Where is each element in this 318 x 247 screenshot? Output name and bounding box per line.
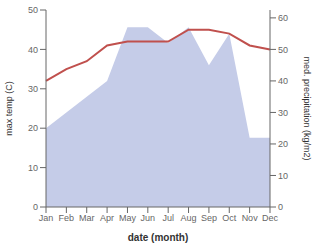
svg-text:Dec: Dec (262, 213, 279, 223)
svg-text:Sep: Sep (201, 213, 217, 223)
svg-text:40: 40 (28, 45, 38, 55)
svg-text:20: 20 (278, 139, 288, 149)
svg-text:60: 60 (278, 13, 288, 23)
svg-text:30: 30 (28, 84, 38, 94)
svg-text:date (month): date (month) (128, 232, 189, 243)
svg-text:Mar: Mar (79, 213, 95, 223)
svg-text:max temp (C): max temp (C) (8, 81, 14, 136)
svg-text:Aug: Aug (181, 213, 197, 223)
svg-text:Jul: Jul (162, 213, 174, 223)
svg-text:May: May (119, 213, 137, 223)
svg-text:Nov: Nov (242, 213, 259, 223)
svg-text:0: 0 (33, 202, 38, 212)
svg-text:50: 50 (278, 45, 288, 55)
svg-text:10: 10 (28, 163, 38, 173)
svg-text:40: 40 (278, 76, 288, 86)
svg-text:Jun: Jun (141, 213, 156, 223)
svg-text:med. precipitation (kg/m2): med. precipitation (kg/m2) (302, 56, 310, 160)
svg-text:0: 0 (278, 202, 283, 212)
svg-text:30: 30 (278, 108, 288, 118)
svg-text:Jan: Jan (39, 213, 54, 223)
svg-text:10: 10 (278, 171, 288, 181)
svg-text:Apr: Apr (100, 213, 114, 223)
svg-text:20: 20 (28, 123, 38, 133)
svg-text:50: 50 (28, 5, 38, 15)
svg-text:Oct: Oct (222, 213, 237, 223)
svg-text:Feb: Feb (59, 213, 75, 223)
